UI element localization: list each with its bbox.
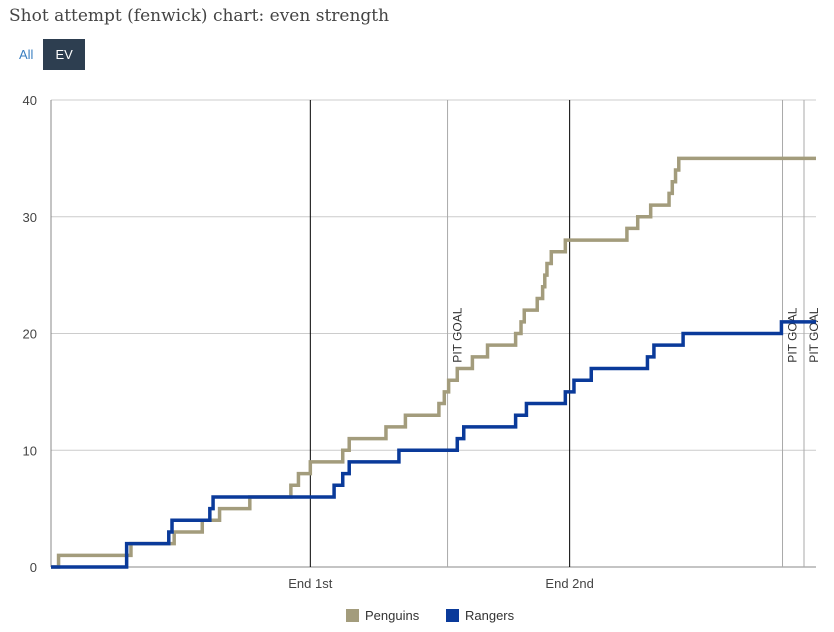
goal-marker-label: PIT GOAL: [451, 307, 465, 362]
chart-title: Shot attempt (fenwick) chart: even stren…: [9, 6, 390, 26]
legend-label-rangers: Rangers: [465, 608, 515, 623]
series-line-penguins: [51, 156, 816, 569]
y-tick-label: 0: [30, 560, 37, 575]
filter-all-button[interactable]: All: [19, 47, 34, 62]
y-tick-label: 10: [23, 443, 37, 458]
legend: Penguins Rangers: [346, 608, 515, 623]
legend-label-penguins: Penguins: [365, 608, 420, 623]
x-tick-label: End 1st: [288, 576, 332, 591]
series-line-rangers: [51, 320, 816, 569]
strength-filter: All EV: [10, 39, 85, 70]
y-tick-label: 40: [23, 93, 37, 108]
goal-marker-label: PIT GOAL: [786, 307, 800, 362]
y-tick-label: 20: [23, 327, 37, 342]
goal-marker-label: PIT GOAL: [807, 307, 821, 362]
x-tick-label: End 2nd: [545, 576, 593, 591]
legend-swatch-penguins: [346, 609, 359, 622]
legend-swatch-rangers: [446, 609, 459, 622]
y-tick-label: 30: [23, 210, 37, 225]
filter-ev-button[interactable]: EV: [43, 39, 85, 70]
